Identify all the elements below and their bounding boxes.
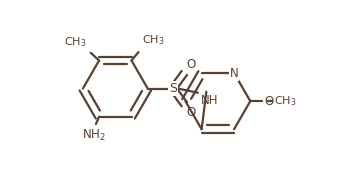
Text: NH$_2$: NH$_2$ bbox=[82, 128, 106, 143]
Text: O: O bbox=[264, 95, 273, 108]
Text: S: S bbox=[169, 82, 177, 95]
Text: CH$_3$: CH$_3$ bbox=[274, 94, 296, 108]
Text: O: O bbox=[186, 58, 195, 71]
Text: O: O bbox=[186, 106, 195, 119]
Text: CH$_3$: CH$_3$ bbox=[142, 34, 164, 47]
Text: NH: NH bbox=[201, 94, 219, 107]
Text: CH$_3$: CH$_3$ bbox=[64, 35, 87, 49]
Text: N: N bbox=[230, 67, 238, 80]
